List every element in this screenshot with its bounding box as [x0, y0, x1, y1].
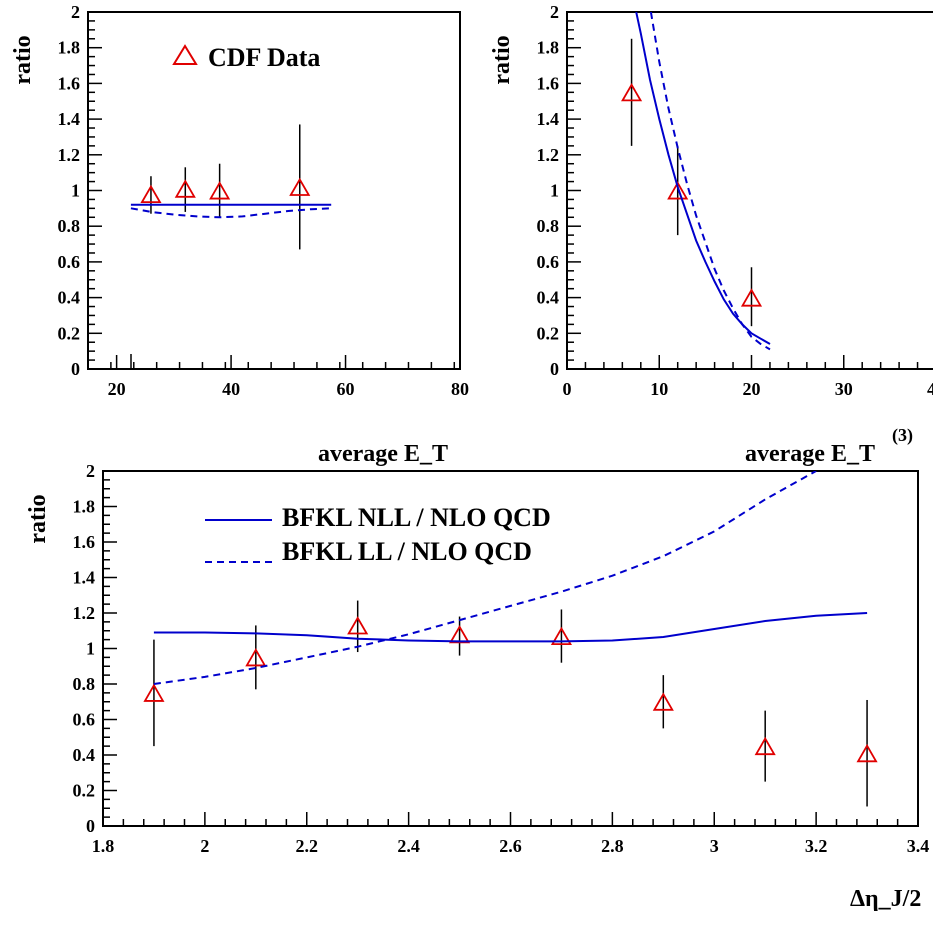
y-tick-label: 1.6 — [73, 532, 96, 552]
y-tick-label: 1.4 — [537, 109, 560, 129]
y-tick-label: 0 — [550, 359, 559, 379]
x-tick-label: 40 — [927, 379, 933, 399]
y-tick-label: 0.4 — [73, 745, 96, 765]
data-point — [245, 648, 267, 667]
data-point — [143, 683, 165, 702]
data-point — [740, 288, 763, 307]
y-tick-label: 1.4 — [58, 109, 81, 129]
x-tick-label: 40 — [222, 379, 240, 399]
y-tick-label: 0.2 — [537, 323, 560, 343]
x-tick-label: 30 — [835, 379, 853, 399]
x-tick-label: 20 — [108, 379, 126, 399]
y-tick-label: 1 — [71, 181, 80, 201]
x-axis-label: Δη_J/2 — [850, 886, 921, 912]
et-ratio-panel: CDF Data average E_T 0 0.2 0.4 0.6 0.8 1 1.2 1.… — [10, 2, 469, 467]
x-tick-label: 3 — [710, 836, 719, 856]
y-tick-label: 1.6 — [537, 73, 560, 93]
dashed-curve — [130, 207, 332, 219]
y-tick-label: 0 — [71, 359, 80, 379]
solid-curve — [153, 612, 868, 643]
delta-eta-ratio-panel: BFKL NLL / NLO QCD BFKL LL / NLO QCD Δη_… — [25, 461, 929, 912]
legend-label-ll: BFKL LL / NLO QCD — [282, 537, 532, 566]
x-tick-label: 60 — [337, 379, 355, 399]
legend-label-cdf-data: CDF Data — [208, 43, 320, 72]
y-axis-label: ratio — [489, 35, 515, 84]
data-point — [550, 626, 572, 646]
legend-marker-cdf-data — [172, 44, 198, 65]
y-tick-label: 0.6 — [73, 710, 96, 730]
y-tick-label: 0.4 — [537, 288, 560, 308]
y-tick-label: 0.8 — [58, 216, 81, 236]
x-tick-label: 2.8 — [601, 836, 624, 856]
y-axis-label: ratio — [25, 494, 51, 543]
y-tick-label: 2 — [550, 2, 559, 22]
dashed-curve — [153, 471, 817, 685]
data-point — [754, 736, 776, 756]
data-point — [174, 179, 196, 198]
y-tick-label: 1.8 — [73, 497, 96, 517]
data-point — [140, 184, 162, 204]
x-axis-label: average E_T — [318, 441, 448, 467]
y-tick-label: 0.2 — [58, 323, 81, 343]
data-point — [289, 177, 311, 196]
data-point — [621, 83, 643, 102]
x-tick-label: 0 — [563, 379, 572, 399]
data-point — [652, 692, 674, 711]
x-axis-label: average E_T — [745, 441, 875, 467]
y-tick-label: 0.2 — [73, 781, 96, 801]
x-tick-label: 3.2 — [805, 836, 828, 856]
y-tick-label: 0.8 — [537, 216, 560, 236]
x-tick-label: 1.8 — [92, 836, 115, 856]
y-tick-label: 1.6 — [58, 73, 81, 93]
y-tick-label: 1 — [550, 181, 559, 201]
y-tick-label: 1.2 — [73, 603, 96, 623]
y-tick-label: 0.6 — [537, 252, 560, 272]
y-tick-label: 0.4 — [58, 288, 81, 308]
legend-label-nll: BFKL NLL / NLO QCD — [282, 503, 551, 532]
y-tick-label: 1.4 — [73, 568, 96, 588]
dashed-curve — [649, 12, 771, 351]
data-point — [667, 181, 689, 200]
y-tick-label: 1.8 — [58, 38, 81, 58]
x-tick-label: 2.6 — [499, 836, 522, 856]
x-axis-label-superscript: (3) — [892, 425, 913, 446]
et3-ratio-panel: average E_T (3) 0 0.2 0.4 0.6 0.8 1 1.2 1.4 1.6 1… — [489, 2, 933, 467]
y-tick-label: 2 — [86, 461, 95, 481]
y-tick-label: 0 — [86, 816, 95, 836]
y-tick-label: 1.2 — [58, 145, 81, 165]
x-tick-label: 2.4 — [397, 836, 420, 856]
y-tick-label: 1 — [86, 639, 95, 659]
y-tick-label: 1.8 — [537, 38, 560, 58]
data-point — [347, 616, 369, 635]
x-tick-label: 20 — [743, 379, 761, 399]
y-tick-label: 0.8 — [73, 674, 96, 694]
y-axis-label: ratio — [10, 35, 36, 84]
x-tick-label: 2.2 — [296, 836, 319, 856]
x-tick-label: 80 — [451, 379, 469, 399]
data-point — [209, 181, 231, 200]
y-tick-label: 0.6 — [58, 252, 81, 272]
x-tick-label: 2 — [200, 836, 209, 856]
solid-curve — [635, 12, 771, 345]
y-tick-label: 1.2 — [537, 145, 560, 165]
x-tick-label: 3.4 — [907, 836, 930, 856]
x-tick-label: 10 — [650, 379, 668, 399]
plot-frame — [566, 11, 933, 370]
data-point — [856, 743, 878, 763]
y-tick-label: 2 — [71, 2, 80, 22]
